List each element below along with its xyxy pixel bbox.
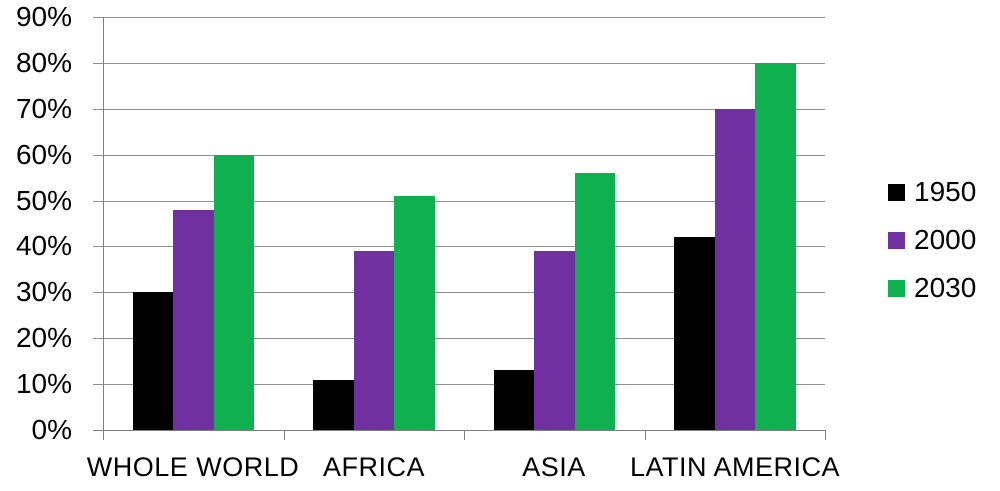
- gridline-40: [93, 246, 825, 247]
- legend-label: 2000: [914, 224, 977, 255]
- y-tick-label-50: 50%: [15, 185, 72, 216]
- legend-item-2000: 2000: [888, 224, 976, 256]
- y-tick-label-0: 0%: [31, 414, 72, 445]
- bar-2000-africa: [353, 251, 394, 430]
- y-tick-label-70: 70%: [15, 93, 72, 124]
- legend-item-1950: 1950: [888, 176, 976, 208]
- x-axis-tick: [645, 430, 646, 440]
- legend-swatch-icon: [888, 183, 905, 201]
- legend-label: 1950: [914, 176, 977, 207]
- gridline-10: [93, 384, 825, 385]
- category-label-latin-america: LATIN AMERICA: [629, 452, 841, 482]
- y-tick-label-30: 30%: [15, 276, 72, 307]
- y-tick-label-20: 20%: [15, 322, 72, 353]
- x-axis-tick: [825, 430, 826, 440]
- y-tick-label-80: 80%: [15, 47, 72, 78]
- bar-2030-latin-america: [755, 63, 796, 430]
- y-tick-label-40: 40%: [15, 230, 72, 261]
- legend-label: 2030: [914, 272, 977, 303]
- y-axis-line: [103, 17, 104, 440]
- gridline-30: [93, 292, 825, 293]
- bar-2000-whole-world: [173, 210, 214, 430]
- gridline-80: [93, 63, 825, 64]
- y-tick-label-10: 10%: [15, 368, 72, 399]
- x-axis-tick: [103, 430, 104, 440]
- legend-swatch-icon: [888, 231, 905, 249]
- gridline-90: [93, 17, 825, 18]
- category-label-africa: AFRICA: [322, 452, 426, 482]
- bar-2030-whole-world: [213, 155, 254, 430]
- category-label-whole-world: WHOLE WORLD: [86, 452, 300, 482]
- y-tick-label-90: 90%: [15, 1, 72, 32]
- x-axis-tick: [464, 430, 465, 440]
- gridline-50: [93, 201, 825, 202]
- gridline-60: [93, 155, 825, 156]
- legend-swatch-icon: [888, 279, 905, 297]
- y-tick-label-60: 60%: [15, 139, 72, 170]
- x-axis-tick: [284, 430, 285, 440]
- bar-1950-whole-world: [132, 292, 173, 430]
- bar-1950-asia: [493, 370, 534, 430]
- category-label-asia: ASIA: [522, 452, 586, 482]
- bar-2000-latin-america: [714, 109, 755, 430]
- bar-1950-africa: [313, 380, 354, 430]
- gridline-20: [93, 338, 825, 339]
- gridline-70: [93, 109, 825, 110]
- bar-2000-asia: [534, 251, 575, 430]
- legend-item-2030: 2030: [888, 272, 976, 304]
- bar-2030-africa: [394, 196, 435, 430]
- x-axis-line: [93, 430, 825, 431]
- bar-1950-latin-america: [674, 237, 715, 430]
- bar-2030-asia: [574, 173, 615, 430]
- legend: 1950 2000 2030: [888, 176, 976, 320]
